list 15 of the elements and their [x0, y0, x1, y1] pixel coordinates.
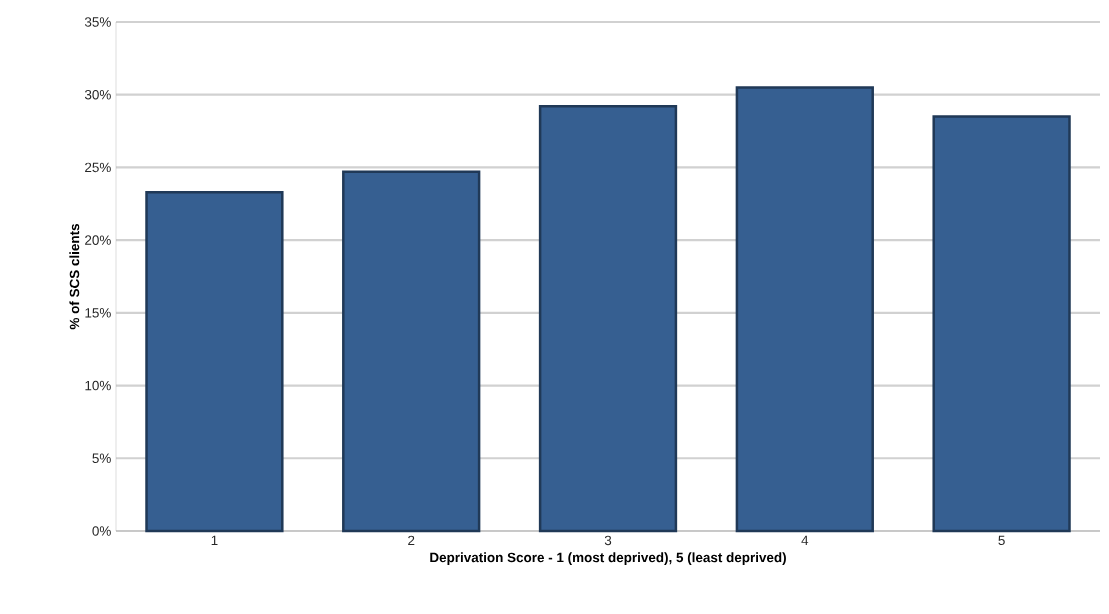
y-tick-label: 25%	[85, 162, 111, 173]
y-tick-label: 15%	[85, 308, 111, 318]
y-tick-label: 35%	[84, 17, 111, 27]
y-axis-title: % of SCS clients	[69, 223, 80, 330]
x-tick-label: 3	[604, 535, 612, 546]
y-tick-label: 0%	[92, 526, 111, 536]
x-tick-label: 1	[211, 535, 218, 545]
x-tick-label: 5	[998, 535, 1005, 546]
y-tick-label: 30%	[84, 89, 111, 100]
y-tick-label: 20%	[85, 235, 111, 245]
x-tick-label: 4	[801, 535, 809, 545]
y-tick-label: 5%	[92, 453, 111, 463]
x-axis-title: Deprivation Score - 1 (most deprived), 5 (least deprived)	[430, 552, 786, 565]
y-tick-label: 10%	[85, 380, 111, 391]
x-tick-label: 2	[408, 535, 415, 546]
